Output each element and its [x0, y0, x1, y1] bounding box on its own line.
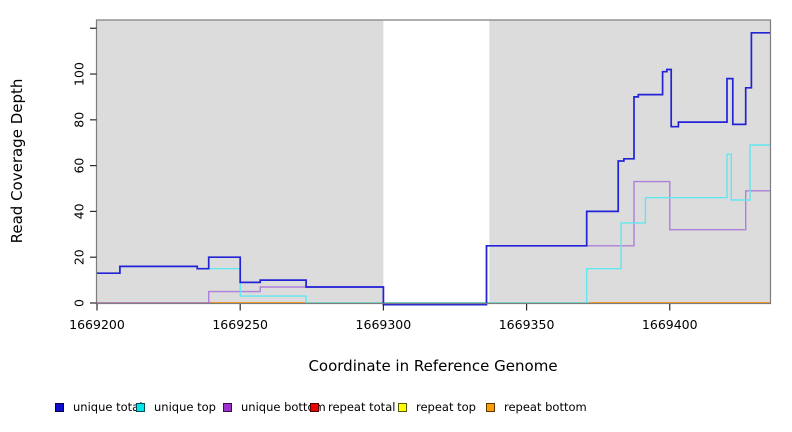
legend-label: repeat bottom	[504, 400, 587, 414]
masked-region	[383, 20, 490, 304]
x-axis-title: Coordinate in Reference Genome	[308, 357, 557, 375]
legend-item-unique-top: unique top	[136, 398, 216, 416]
legend-item-unique-total: unique total	[55, 398, 142, 416]
legend-swatch	[55, 402, 64, 412]
legend-item-repeat-total: repeat total	[310, 398, 395, 416]
y-tick-label: 100	[72, 62, 87, 86]
x-tick-label: 1669350	[499, 317, 555, 332]
legend-label: unique top	[154, 400, 216, 414]
legend-swatch	[486, 402, 495, 412]
legend-label: unique total	[73, 400, 143, 414]
x-tick-label: 1669400	[642, 317, 698, 332]
y-tick-label: 0	[72, 299, 87, 307]
legend-label: unique bottom	[241, 400, 326, 414]
y-axis-title: Read Coverage Depth	[8, 79, 26, 244]
y-tick-label: 40	[72, 203, 87, 219]
legend-swatch	[398, 402, 407, 412]
x-tick-label: 1669200	[69, 317, 125, 332]
series-unique-total-line	[97, 31, 770, 306]
y-tick-label: 80	[72, 112, 87, 128]
legend-item-unique-bottom: unique bottom	[223, 398, 326, 416]
legend-item-repeat-top: repeat top	[398, 398, 476, 416]
legend: unique total unique top unique bottom repea…	[0, 398, 792, 422]
x-tick-label: 1669250	[212, 317, 268, 332]
y-tick-label: 20	[72, 249, 87, 265]
legend-item-repeat-bottom: repeat bottom	[486, 398, 587, 416]
x-tick-label: 1669300	[356, 317, 412, 332]
legend-swatch	[136, 402, 145, 412]
legend-label: repeat total	[328, 400, 396, 414]
legend-swatch	[223, 402, 232, 412]
plot-border	[95, 19, 772, 305]
legend-swatch	[310, 402, 319, 412]
legend-label: repeat top	[416, 400, 476, 414]
y-tick-label: 60	[72, 158, 87, 174]
